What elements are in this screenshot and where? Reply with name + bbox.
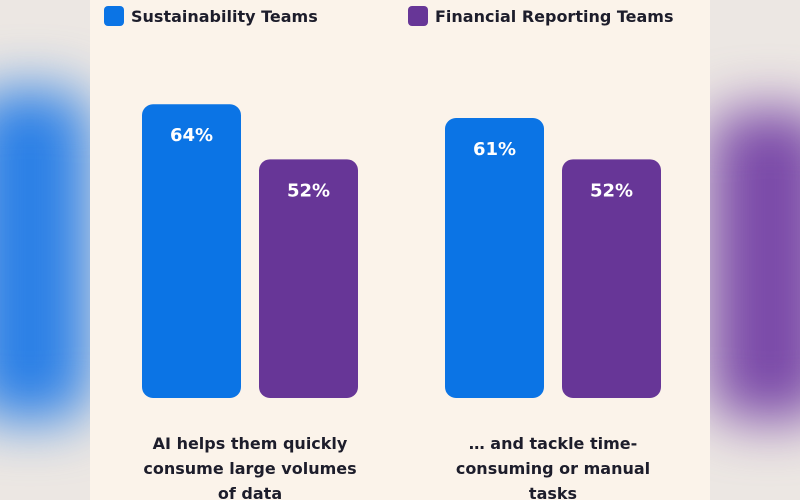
- value-label: 61%: [473, 139, 516, 160]
- category-label: AI helps them quickly consume large volu…: [143, 434, 357, 500]
- bar: [562, 159, 661, 398]
- blur-right: [710, 110, 800, 420]
- category-label: … and tackle time-consuming or manual ta…: [455, 434, 651, 500]
- legend-label: Sustainability Teams: [131, 6, 318, 26]
- bar: [445, 118, 544, 398]
- bar: [142, 104, 241, 399]
- legend-item: Sustainability Teams: [104, 6, 318, 26]
- legend-swatch: [408, 6, 428, 26]
- value-label: 52%: [287, 180, 330, 201]
- legend-item: Financial Reporting Teams: [408, 6, 674, 26]
- value-label: 52%: [590, 180, 633, 201]
- blur-left: [0, 90, 90, 420]
- legend-label: Financial Reporting Teams: [435, 6, 674, 26]
- bar: [259, 159, 358, 398]
- value-label: 64%: [170, 125, 213, 146]
- legend-swatch: [104, 6, 124, 26]
